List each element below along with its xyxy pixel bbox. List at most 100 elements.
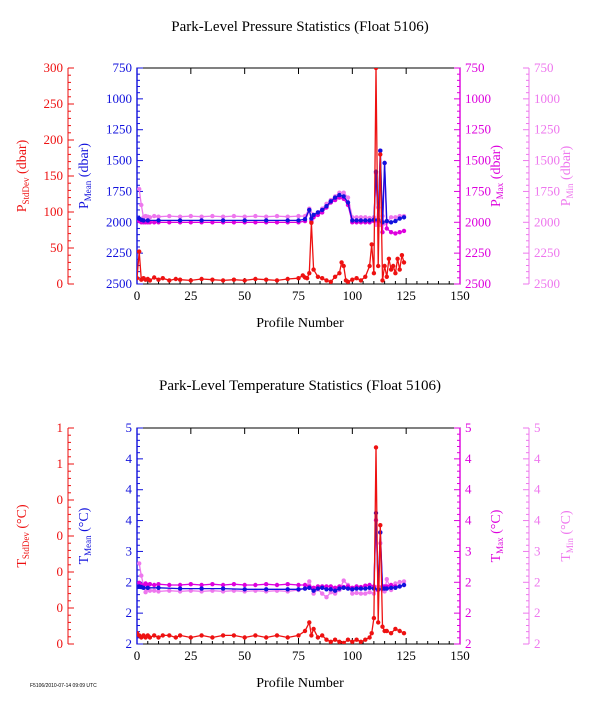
pressure-stddev-axis-label: PStdDev (dbar) xyxy=(15,139,31,212)
pressure-min-point xyxy=(358,215,364,220)
pressure-mean-y-tick-label: 2250 xyxy=(106,245,132,260)
pressure-mean-point xyxy=(145,218,150,223)
pressure-stddev-point xyxy=(358,278,364,283)
pressure-stddev-point xyxy=(242,278,247,283)
pressure-max-y-tick-label: 1000 xyxy=(465,91,491,106)
temperature-series-stddev xyxy=(137,445,407,644)
temperature-stddev-point xyxy=(358,639,364,644)
pressure-stddev-point xyxy=(220,278,226,283)
pressure-mean-point xyxy=(358,218,364,223)
temperature-stddev-point xyxy=(210,635,215,640)
temperature-stddev-point xyxy=(177,633,183,638)
temperature-stddev-point xyxy=(363,637,368,642)
temperature-stddev-point xyxy=(371,615,377,621)
temperature-mean-point xyxy=(311,588,316,593)
temperature-max-point xyxy=(177,582,183,588)
temperature-stddev-point xyxy=(388,631,394,636)
temperature-mean-y-tick-label: 2 xyxy=(126,605,133,620)
temperature-max-point xyxy=(231,582,237,587)
pressure-stddev-point xyxy=(371,271,377,276)
temperature-mean-y-tick-label: 4 xyxy=(126,451,133,466)
pressure-series-stddev xyxy=(137,68,407,284)
pressure-stddev-point xyxy=(354,276,359,281)
pressure-max-point xyxy=(167,220,172,225)
pressure-min-point xyxy=(345,195,351,200)
pressure-x-tick-label: 75 xyxy=(292,288,305,303)
temperature-max-point xyxy=(274,582,280,588)
pressure-mean-point xyxy=(341,194,346,199)
pressure-stddev-point xyxy=(337,271,342,276)
temperature-stddev-point xyxy=(311,626,316,632)
temperature-x-tick-label: 75 xyxy=(292,648,305,663)
pressure-stddev-point xyxy=(399,253,405,258)
pressure-stddev-point xyxy=(386,256,392,261)
temperature-min-point xyxy=(307,579,312,584)
temperature-stddev-axis-label: TStdDev (°C) xyxy=(15,504,31,568)
pressure-mean-point xyxy=(141,218,146,223)
pressure-stddev-point xyxy=(177,277,183,282)
temperature-chart-title: Park-Level Temperature Statistics (Float… xyxy=(159,378,441,394)
temperature-stddev-point xyxy=(188,635,193,640)
pressure-max-point xyxy=(188,220,193,225)
temperature-mean-y-tick-label: 4 xyxy=(126,482,133,497)
pressure-mean-y-tick-label: 2000 xyxy=(106,214,132,229)
pressure-mean-point xyxy=(309,216,314,221)
temperature-min-point xyxy=(188,588,193,593)
pressure-stddev-point xyxy=(253,276,258,282)
temperature-stddev-point xyxy=(242,635,247,640)
pressure-mean-point xyxy=(397,216,402,221)
pressure-mean-y-tick-label: 1750 xyxy=(106,183,132,198)
temperature-stddev-point xyxy=(156,635,161,640)
temperature-min-point xyxy=(210,588,215,593)
pressure-stddev-point xyxy=(315,274,321,279)
temperature-plot-frame xyxy=(136,427,461,645)
pressure-mean-point xyxy=(156,218,161,223)
pressure-stddev-point xyxy=(363,274,368,279)
pressure-x-tick-label: 150 xyxy=(450,288,470,303)
pressure-stddev-point xyxy=(264,277,269,282)
temperature-min-y-tick-label: 5 xyxy=(534,420,541,435)
temperature-mean-point xyxy=(388,585,394,590)
temperature-stddev-point xyxy=(332,637,338,642)
temperature-max-y-tick-label: 2 xyxy=(465,574,472,589)
pressure-mean-point xyxy=(401,215,407,220)
pressure-stddev-point xyxy=(311,267,316,272)
temperature-min-y-tick-label: 3 xyxy=(534,543,541,558)
temperature-mean-y-tick-label: 5 xyxy=(126,420,133,435)
temperature-max-point xyxy=(167,582,172,588)
temperature-max-point xyxy=(210,582,215,587)
pressure-min-point xyxy=(156,214,161,219)
pressure-max-point xyxy=(253,220,258,225)
pressure-mean-point xyxy=(388,220,394,225)
pressure-mean-y-tick-label: 2500 xyxy=(106,276,132,291)
pressure-mean-point xyxy=(242,218,247,223)
pressure-stddev-y-tick-label: 250 xyxy=(44,96,64,111)
temperature-x-tick-label: 125 xyxy=(396,648,416,663)
pressure-stddev-point xyxy=(332,274,338,279)
temperature-mean-point xyxy=(156,585,161,590)
pressure-min-point xyxy=(363,215,368,220)
pressure-mean-point xyxy=(220,218,226,223)
temperature-mean-point xyxy=(220,586,226,591)
temperature-max-point xyxy=(264,582,269,587)
pressure-min-y-tick-label: 1000 xyxy=(534,91,560,106)
pressure-stddev-line xyxy=(137,68,405,283)
pressure-mean-y-tick-label: 1500 xyxy=(106,153,132,168)
pressure-min-axis-label: PMin (dbar) xyxy=(559,145,575,206)
pressure-min-y-tick-label: 1750 xyxy=(534,183,560,198)
pressure-stddev-point xyxy=(393,271,398,276)
temperature-stddev-point xyxy=(376,620,381,625)
temperature-mean-point xyxy=(367,585,372,590)
temperature-max-point xyxy=(242,582,247,588)
temperature-stddev-point xyxy=(309,633,314,638)
pressure-max-y-tick-label: 1250 xyxy=(465,122,491,137)
temperature-stddev-y-tick-label: 0 xyxy=(57,636,64,651)
temperature-max-point xyxy=(156,582,161,587)
temperature-min-point xyxy=(156,589,161,594)
pressure-min-point xyxy=(285,214,290,219)
temperature-max-point xyxy=(152,582,157,588)
pressure-max-y-tick-label: 2500 xyxy=(465,276,491,291)
temperature-min-point xyxy=(401,579,407,584)
pressure-stddev-y-tick-label: 200 xyxy=(44,132,64,147)
